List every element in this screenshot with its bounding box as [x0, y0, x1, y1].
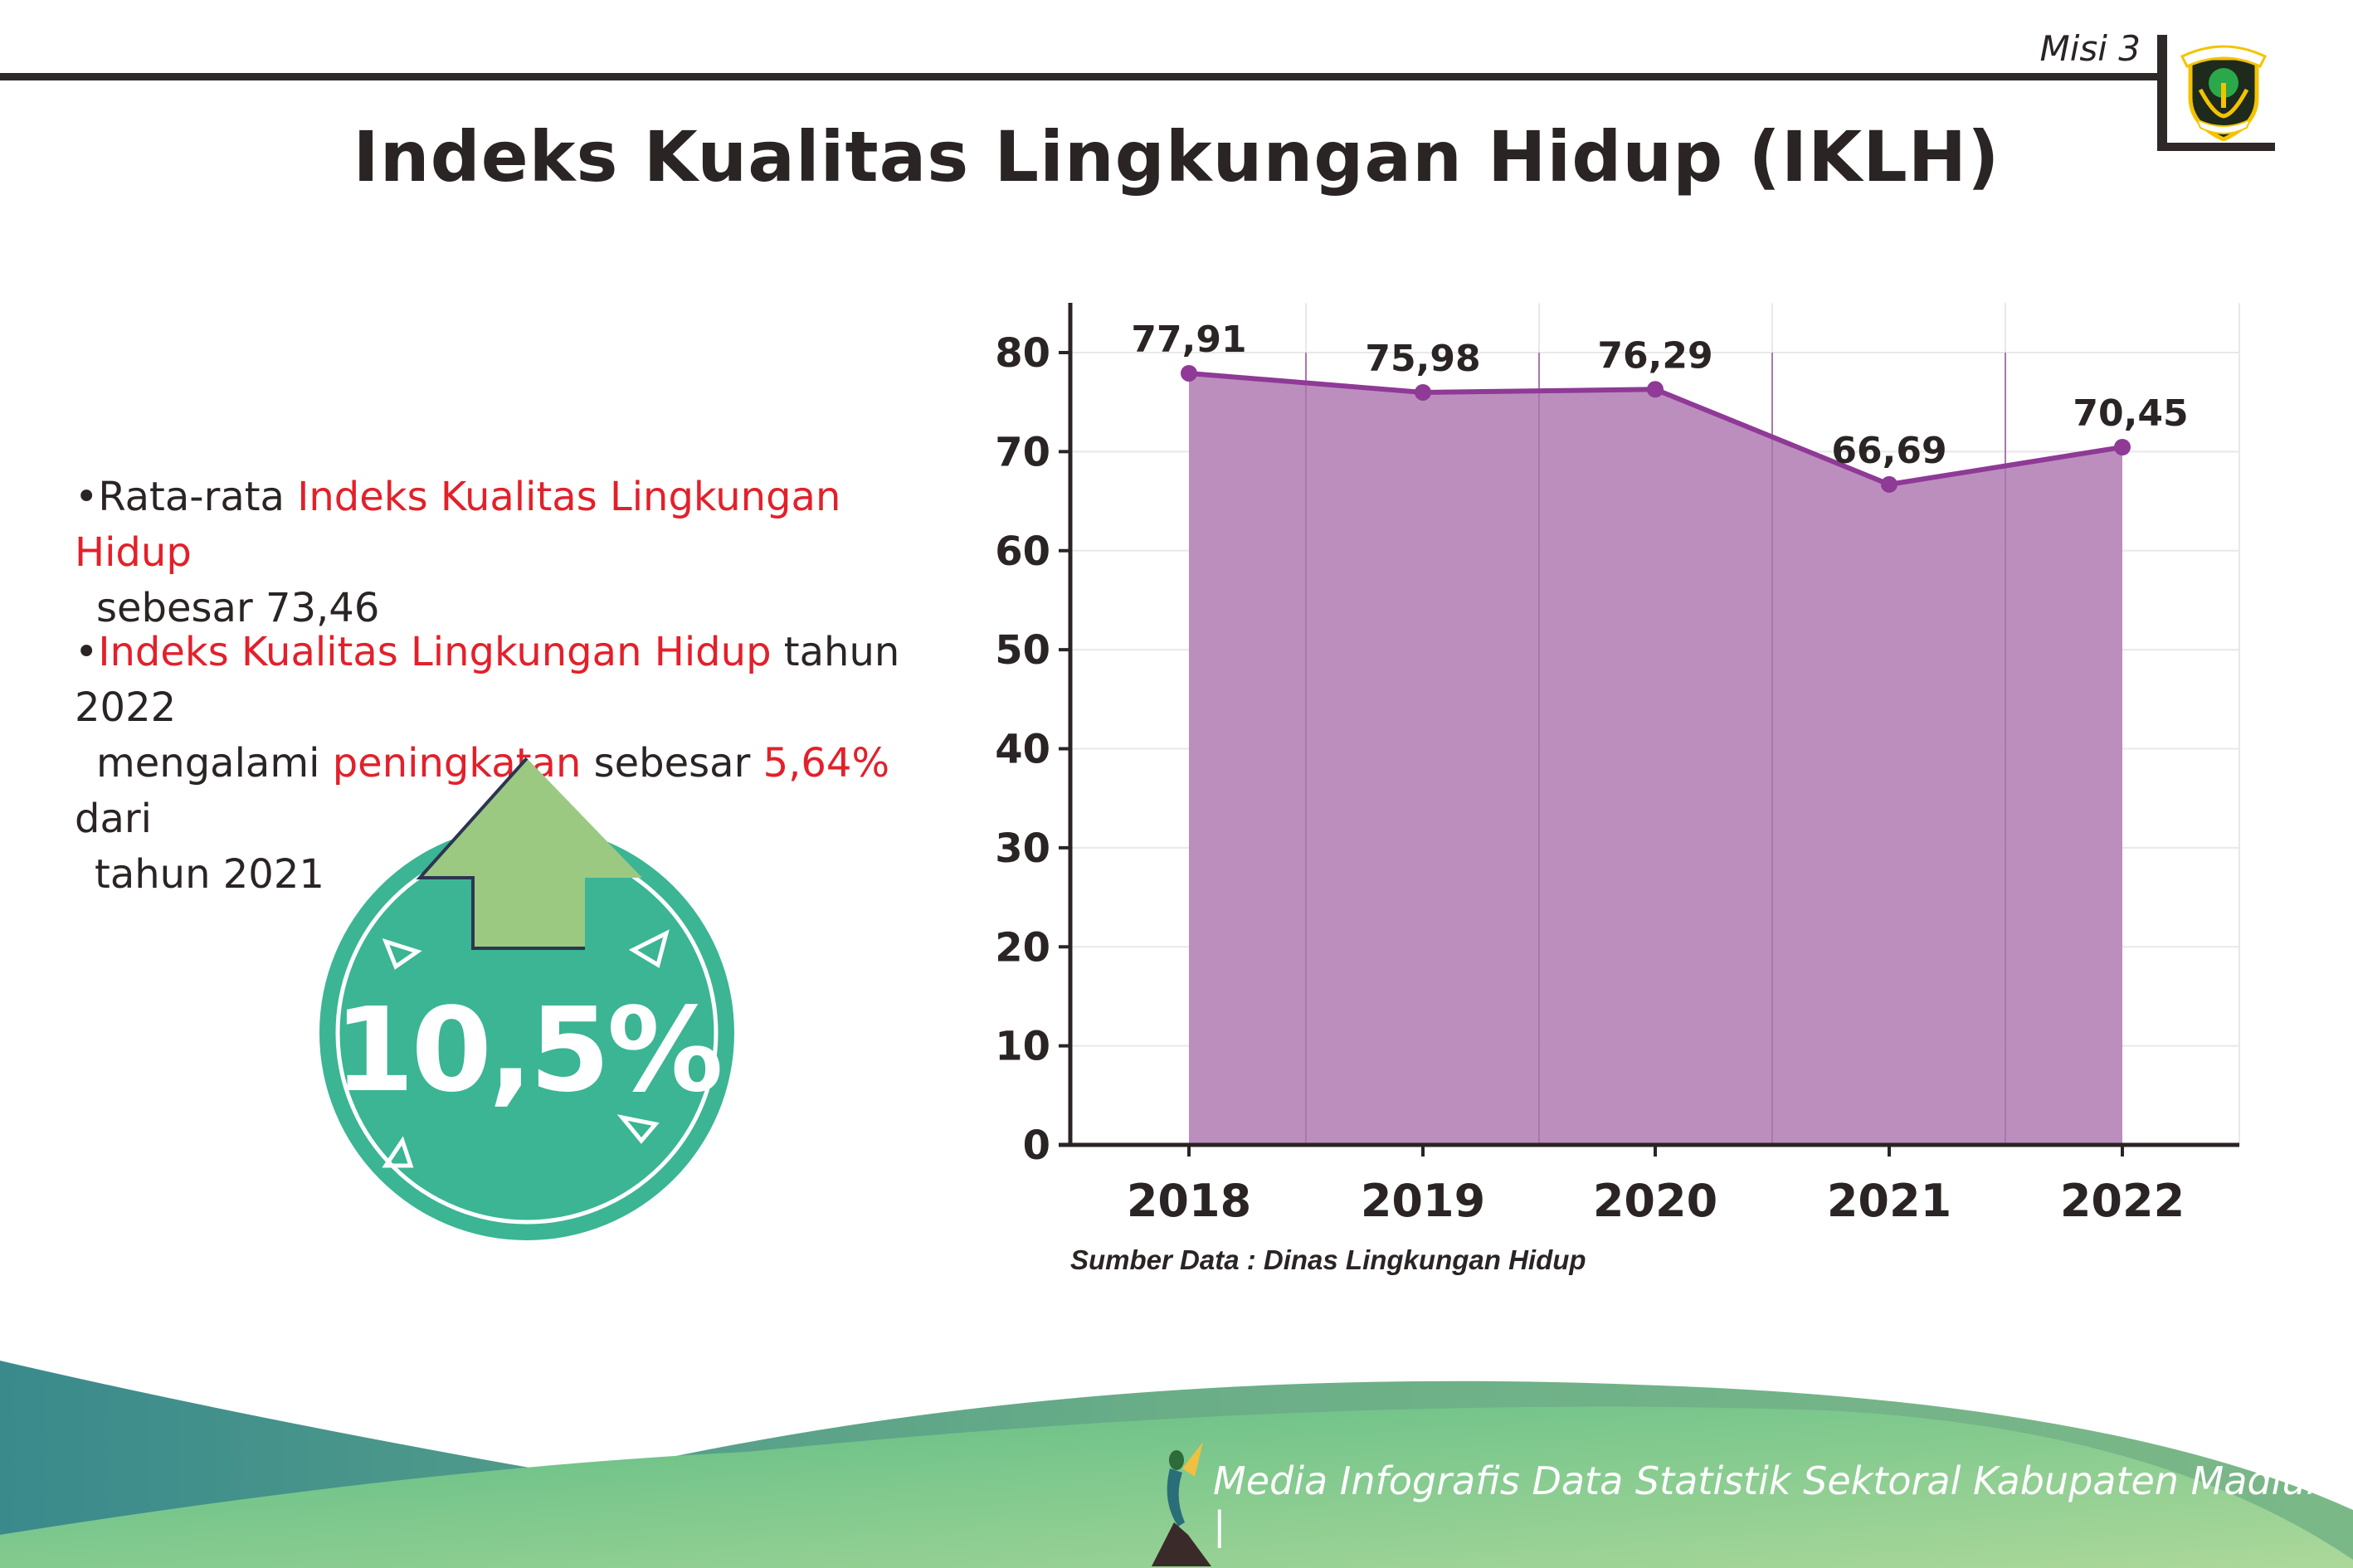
- bullet-text: tahun 2022: [75, 629, 900, 731]
- data-label: 70,45: [2073, 392, 2188, 435]
- y-tick-label: 30: [995, 825, 1050, 872]
- bullet-highlight: Indeks Kualitas Lingkungan Hidup: [75, 474, 841, 576]
- bullet-highlight: Indeks Kualitas Lingkungan Hidup: [98, 629, 772, 675]
- data-source: Sumber Data : Dinas Lingkungan Hidup: [1070, 1244, 1586, 1275]
- area-fill: [1189, 373, 2122, 1146]
- footer-wave: [0, 1361, 2353, 1568]
- bullet-text: sebesar 73,46: [96, 585, 380, 631]
- y-tick-label: 0: [1023, 1122, 1050, 1169]
- bullet-text: mengalami: [96, 740, 333, 786]
- data-point: [1881, 475, 1898, 493]
- x-tick-label: 2021: [1827, 1175, 1951, 1227]
- data-point: [1647, 381, 1664, 398]
- page-title: Indeks Kualitas Lingkungan Hidup (IKLH): [353, 116, 2000, 197]
- header-rule: [0, 73, 2161, 80]
- data-label: 77,91: [1131, 319, 1246, 361]
- bullet-increase: •Indeks Kualitas Lingkungan Hidup tahun …: [75, 625, 946, 903]
- bracket-decoration: [2157, 143, 2275, 151]
- x-tick-label: 2020: [1593, 1175, 1717, 1227]
- y-tick-label: 20: [995, 924, 1050, 971]
- bullet-highlight: 5,64%: [762, 740, 890, 786]
- y-tick-label: 60: [995, 528, 1050, 575]
- section-label: Misi 3: [2039, 28, 2141, 69]
- y-tick-label: 80: [995, 330, 1050, 377]
- data-label: 66,69: [1831, 430, 1946, 472]
- bullet-text: •: [75, 629, 99, 675]
- bracket-decoration: [2157, 35, 2167, 151]
- bullet-average: •Rata-rata Indeks Kualitas Lingkungan Hi…: [75, 470, 946, 636]
- sparkle-icon: [382, 929, 670, 1168]
- bullet-text: tahun 2021: [95, 851, 324, 898]
- bullet-text: dari: [75, 796, 152, 842]
- data-point: [1181, 364, 1197, 382]
- footer-tagline: Media Infografis Data Statistik Sektoral…: [1213, 1458, 2331, 1548]
- bullet-text: •Rata-rata: [75, 474, 298, 520]
- data-point: [2114, 439, 2131, 456]
- data-label: 75,98: [1365, 338, 1480, 380]
- x-tick-label: 2022: [2060, 1175, 2185, 1227]
- kabupaten-madiun-logo: [2180, 45, 2267, 141]
- x-tick-label: 2019: [1361, 1175, 1485, 1227]
- growth-value: 10,5%: [334, 983, 723, 1118]
- media-infografis-logo-icon: [1152, 1442, 1211, 1566]
- data-point: [1415, 383, 1431, 401]
- y-tick-label: 40: [995, 727, 1050, 773]
- growth-badge: [319, 825, 734, 1240]
- y-tick-label: 50: [995, 627, 1050, 674]
- bullet-text: sebesar: [581, 740, 763, 786]
- arrow-up-icon: [416, 757, 642, 950]
- y-tick-label: 70: [995, 429, 1050, 475]
- x-tick-label: 2018: [1127, 1175, 1251, 1227]
- y-tick-label: 10: [995, 1024, 1050, 1070]
- data-label: 76,29: [1597, 334, 1712, 377]
